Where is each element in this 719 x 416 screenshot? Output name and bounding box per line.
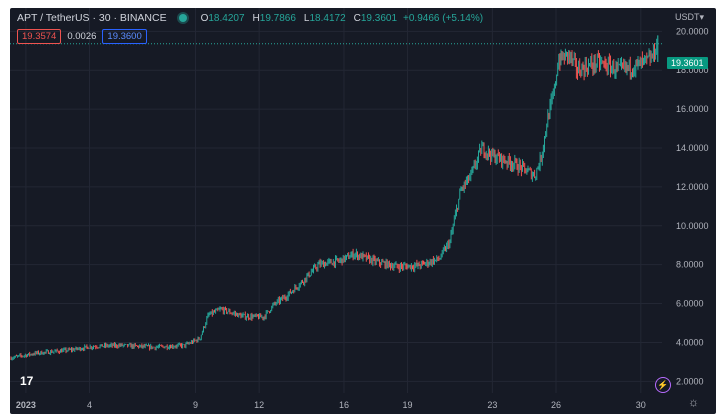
candles xyxy=(10,35,659,361)
last-price-label: 19.3601 xyxy=(667,57,708,69)
lightning-icon[interactable]: ⚡ xyxy=(655,377,671,393)
price-chart[interactable]: 2023 4 9 12 16 19 23 26 30 2.0000 4.0000 6.0000 8.0… xyxy=(10,8,716,414)
time-tick-label: 2023 xyxy=(16,400,36,410)
price-tick-label: 8.0000 xyxy=(676,260,704,270)
price-tick-label: 6.0000 xyxy=(676,299,704,309)
time-tick-label: 26 xyxy=(551,400,561,410)
time-tick-label: 16 xyxy=(339,400,349,410)
price-tick-label: 10.0000 xyxy=(676,221,709,231)
ohlc-close: C19.3601 xyxy=(353,12,398,24)
ohlc-high: H19.7866 xyxy=(252,12,296,24)
price-change: +0.9466 (+5.14%) xyxy=(403,12,484,24)
price-tick-label: 16.0000 xyxy=(676,104,709,114)
bid-ask-panel: 19.3574 0.0026 19.3600 xyxy=(17,29,147,44)
price-axis: 2.0000 4.0000 6.0000 8.0000 10.0000 12.0000 14… xyxy=(676,26,709,386)
ohlc-open: O18.4207 xyxy=(200,12,245,24)
market-status-dot-icon xyxy=(178,14,187,22)
price-tick-label: 4.0000 xyxy=(676,337,704,347)
time-tick-label: 23 xyxy=(487,400,497,410)
price-tick-label: 14.0000 xyxy=(676,143,709,153)
symbol-legend: APT / TetherUS · 30 · BINANCE O18.4207 H… xyxy=(17,12,483,24)
time-tick-label: 30 xyxy=(636,400,646,410)
chart-frame[interactable]: 2023 4 9 12 16 19 23 26 30 2.0000 4.0000 6.0000 8.0… xyxy=(10,8,716,414)
time-tick-label: 4 xyxy=(87,400,92,410)
price-tick-label: 18.0000 xyxy=(676,65,709,75)
gear-icon[interactable]: ☼ xyxy=(688,395,699,409)
spread-value: 0.0026 xyxy=(67,31,97,42)
price-tick-label: 12.0000 xyxy=(676,182,709,192)
ohlc-low: L18.4172 xyxy=(303,12,346,24)
bid-price[interactable]: 19.3574 xyxy=(17,29,62,44)
price-tick-label: 20.0000 xyxy=(676,26,709,36)
time-axis: 2023 4 9 12 16 19 23 26 30 xyxy=(16,400,646,410)
price-tick-label: 2.0000 xyxy=(676,376,704,386)
time-tick-label: 19 xyxy=(403,400,413,410)
ask-price[interactable]: 19.3600 xyxy=(102,29,147,44)
time-tick-label: 12 xyxy=(254,400,264,410)
tradingview-logo-icon[interactable]: 17 xyxy=(20,374,34,388)
currency-selector[interactable]: USDT▾ xyxy=(674,12,704,22)
grid xyxy=(10,8,662,393)
symbol-title[interactable]: APT / TetherUS · 30 · BINANCE xyxy=(17,12,167,24)
time-tick-label: 9 xyxy=(193,400,198,410)
